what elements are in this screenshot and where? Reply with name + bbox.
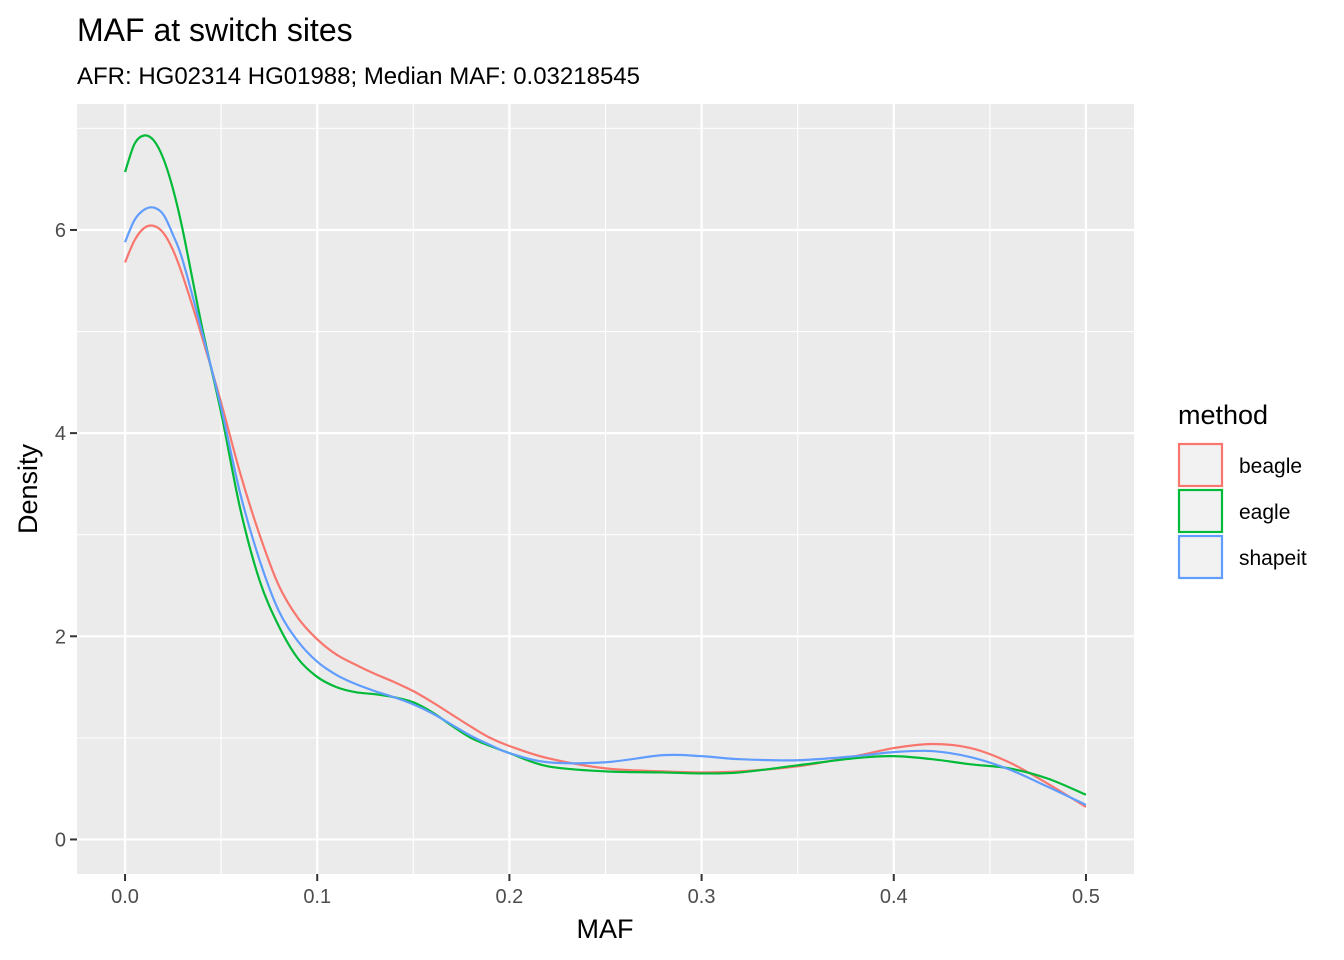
legend-key-beagle — [1177, 442, 1224, 488]
chart-title: MAF at switch sites — [77, 12, 353, 48]
y-axis-title: Density — [13, 443, 43, 534]
x-tick-label: 0.2 — [496, 886, 524, 908]
legend-title: method — [1178, 400, 1268, 430]
y-axis: 0 2 4 6 — [55, 220, 77, 851]
x-tick-label: 0.3 — [688, 886, 716, 908]
x-tick-label: 0.4 — [880, 886, 908, 908]
x-tick-label: 0.5 — [1072, 886, 1100, 908]
y-tick-label: 2 — [55, 626, 66, 648]
legend-label-eagle: eagle — [1239, 501, 1290, 524]
y-tick-label: 0 — [55, 829, 66, 851]
grid-major — [77, 104, 1134, 874]
x-axis-title: MAF — [577, 914, 634, 944]
x-axis: 0.0 0.1 0.2 0.3 0.4 0.5 — [111, 874, 1100, 908]
grid-minor — [77, 104, 1134, 874]
legend-label-beagle: beagle — [1239, 455, 1302, 478]
series-layer — [124, 134, 1087, 808]
legend-label-shapeit: shapeit — [1239, 547, 1307, 570]
series-line-shapeit — [124, 206, 1087, 806]
legend-key-eagle — [1177, 488, 1224, 534]
y-tick-label: 6 — [55, 220, 66, 242]
legend: method beagle eagle shapeit — [1177, 400, 1307, 580]
chart-subtitle: AFR: HG02314 HG01988; Median MAF: 0.0321… — [77, 63, 640, 90]
x-tick-label: 0.1 — [303, 886, 331, 908]
legend-key-shapeit — [1177, 534, 1224, 580]
x-tick-label: 0.0 — [111, 886, 139, 908]
series-line-eagle — [124, 134, 1087, 796]
y-tick-label: 4 — [55, 423, 66, 445]
